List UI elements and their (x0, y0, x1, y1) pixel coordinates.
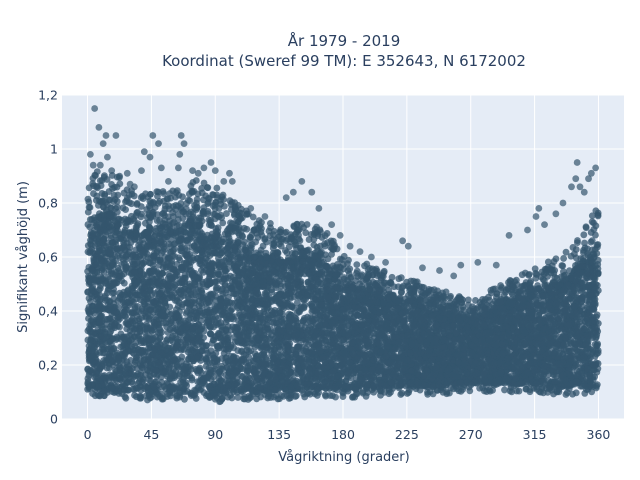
scatter-point (108, 181, 115, 188)
scatter-point (532, 274, 540, 282)
scatter-point (594, 209, 602, 217)
scatter-point (249, 213, 257, 221)
scatter-point (403, 278, 411, 286)
data-points (84, 105, 602, 406)
scatter-point (169, 187, 177, 195)
scatter-point (305, 236, 313, 243)
scatter-point (446, 294, 454, 302)
scatter-point (213, 184, 221, 192)
scatter-point (324, 239, 331, 246)
scatter-point (464, 296, 472, 304)
scatter-point (119, 204, 127, 212)
scatter-point (209, 191, 217, 198)
scatter-point (110, 289, 118, 297)
scatter-point (234, 238, 242, 246)
scatter-point (85, 198, 93, 206)
scatter-point (138, 363, 146, 371)
scatter-point (588, 212, 596, 220)
scatter-point (353, 261, 361, 269)
scatter-point (84, 327, 92, 335)
scatter-point (205, 199, 212, 206)
scatter-point (227, 219, 234, 227)
scatter-point (251, 350, 259, 357)
scatter-point (214, 284, 221, 292)
scatter-point (238, 232, 246, 240)
scatter-point (193, 203, 201, 211)
scatter-point (396, 325, 404, 333)
scatter-point (579, 255, 587, 262)
scatter-point (141, 219, 149, 227)
scatter-point (199, 263, 207, 271)
scatter-point (340, 274, 348, 281)
scatter-point (285, 243, 293, 251)
scatter-point (86, 247, 94, 255)
scatter-point (200, 268, 207, 276)
scatter-point (218, 214, 226, 222)
